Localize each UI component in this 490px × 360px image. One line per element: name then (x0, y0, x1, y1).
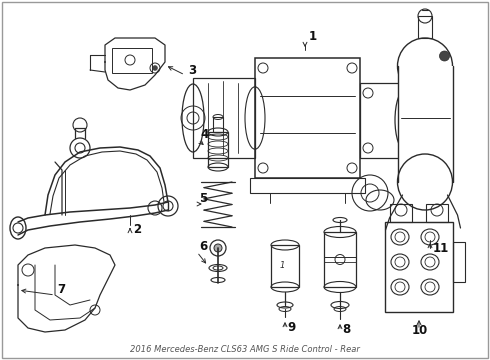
Circle shape (440, 51, 449, 61)
Text: 7: 7 (57, 283, 65, 296)
Bar (324, 232, 356, 287)
Text: 1: 1 (309, 30, 317, 43)
Text: 1: 1 (279, 261, 285, 270)
Bar (360, 83, 405, 158)
Bar (390, 204, 412, 222)
Bar (250, 178, 365, 193)
Bar (213, 117, 223, 132)
Circle shape (214, 244, 222, 252)
Text: 2: 2 (133, 223, 141, 236)
Bar (397, 66, 452, 182)
Bar (418, 16, 432, 38)
Text: 5: 5 (199, 192, 207, 205)
Text: 4: 4 (200, 128, 208, 141)
Text: 2016 Mercedes-Benz CLS63 AMG S Ride Control - Rear: 2016 Mercedes-Benz CLS63 AMG S Ride Cont… (130, 346, 360, 355)
Bar (271, 245, 299, 287)
Text: 8: 8 (342, 323, 350, 336)
Text: 11: 11 (433, 242, 449, 255)
Text: 3: 3 (188, 64, 196, 77)
Bar (385, 222, 453, 312)
Bar (112, 48, 152, 73)
Bar (453, 242, 465, 282)
Bar (426, 204, 448, 222)
Circle shape (152, 66, 157, 71)
Bar (193, 78, 255, 158)
Bar (208, 132, 228, 167)
Bar (255, 58, 360, 178)
Text: 9: 9 (287, 321, 295, 334)
Text: 6: 6 (199, 240, 207, 253)
Text: 10: 10 (412, 324, 428, 337)
